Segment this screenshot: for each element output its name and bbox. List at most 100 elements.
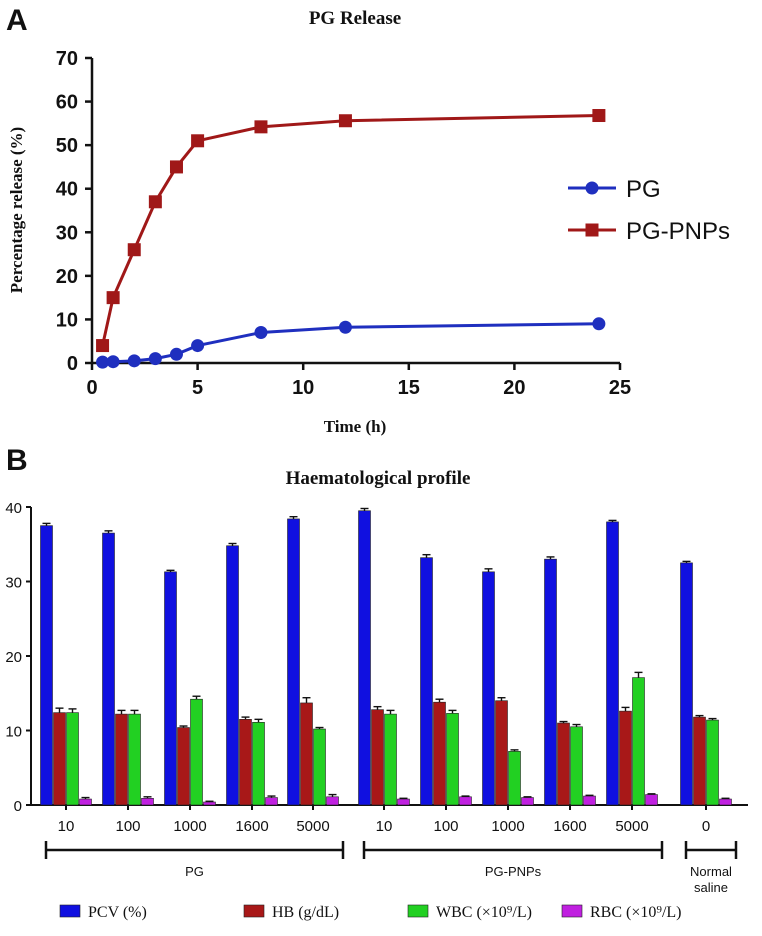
group-label: saline: [694, 880, 728, 895]
bar-rbc: [203, 801, 216, 806]
bar-group: [606, 519, 658, 806]
bar-pcv: [544, 558, 557, 806]
bar-group: [482, 568, 534, 806]
bar-group: [40, 522, 92, 806]
bar-pcv: [680, 562, 693, 806]
bar-rbc: [141, 797, 154, 806]
bar-pcv: [102, 532, 115, 806]
bar-wbc: [706, 719, 719, 806]
y-tick-label: 0: [14, 798, 22, 815]
y-tick-label: 10: [5, 724, 22, 741]
bar-wbc: [446, 713, 459, 806]
data-point: [106, 291, 120, 305]
y-tick-label: 40: [56, 179, 78, 201]
data-point: [191, 339, 205, 353]
bar-wbc: [570, 726, 583, 806]
legend-label: PCV (%): [88, 904, 147, 921]
bar-group: [358, 507, 410, 806]
x-tick-label: 5000: [615, 818, 648, 835]
bar-rbc: [583, 795, 596, 806]
legend-swatch: [243, 904, 265, 918]
bar-pcv: [420, 557, 433, 806]
x-axis-label: Time (h): [324, 417, 387, 436]
data-point: [169, 347, 183, 361]
legend-swatch: [407, 904, 429, 918]
bar-wbc: [508, 751, 521, 806]
x-tick-label: 10: [292, 377, 314, 399]
chart-title: PG Release: [309, 8, 401, 29]
legend-marker: [585, 181, 599, 195]
bar-hb: [371, 709, 384, 806]
legend-label: PG-PNPs: [626, 218, 730, 245]
bar-hb: [300, 702, 313, 806]
bar-hb: [693, 716, 706, 806]
y-tick-label: 50: [56, 135, 78, 157]
bars-layer: [40, 507, 732, 806]
x-tick-label: 1000: [491, 818, 524, 835]
y-tick-label: 30: [56, 222, 78, 244]
x-tick-label: 20: [503, 377, 525, 399]
legend-label: PG: [626, 176, 661, 203]
data-point: [96, 339, 110, 353]
data-point: [127, 243, 141, 257]
legend-marker: [585, 223, 599, 237]
data-point: [338, 114, 352, 128]
bar-rbc: [719, 798, 732, 806]
bar-group: [287, 515, 339, 806]
axes: 0 10 20 30 40 50 60 70 0 5 10 15 20 25: [56, 48, 631, 399]
data-point: [148, 195, 162, 209]
x-tick-label: 0: [86, 377, 97, 399]
bar-wbc: [252, 722, 265, 806]
x-tick-label: 1600: [235, 818, 268, 835]
legend-label: HB (g/dL): [272, 904, 339, 921]
panel-letter-a: A: [6, 4, 28, 37]
y-tick-label: 60: [56, 92, 78, 114]
legend-label: WBC (×10⁹/L): [436, 904, 532, 921]
bar-hb: [557, 722, 570, 806]
legend: PG PG-PNPs: [568, 176, 730, 245]
bar-pcv: [606, 521, 619, 806]
bar-hb: [495, 700, 508, 806]
series-pg: [96, 317, 606, 369]
data-point: [96, 355, 110, 369]
x-tick-label: 10: [58, 818, 75, 835]
bar-hb: [619, 710, 632, 806]
group-label: PG-PNPs: [485, 864, 542, 879]
x-tick-label: 1600: [553, 818, 586, 835]
y-tick-label: 40: [5, 500, 22, 517]
bar-hb: [53, 712, 66, 806]
legend-swatch: [59, 904, 81, 918]
bar-rbc: [79, 798, 92, 806]
x-tick-label: 5000: [296, 818, 329, 835]
panel-letter-b: B: [6, 444, 28, 477]
group-label: PG: [185, 864, 204, 879]
y-tick-label: 70: [56, 48, 78, 70]
bar-hb: [239, 719, 252, 806]
bar-pcv: [482, 571, 495, 806]
x-tick-label: 100: [115, 818, 140, 835]
bar-wbc: [190, 698, 203, 806]
bar-rbc: [265, 797, 278, 806]
y-tick-label: 30: [5, 575, 22, 592]
data-point: [106, 355, 120, 369]
group-label: Normal: [690, 864, 732, 879]
bar-wbc: [313, 728, 326, 806]
bar-group: [544, 556, 596, 806]
data-point: [148, 352, 162, 366]
x-tick-label: 15: [398, 377, 420, 399]
legend-swatch: [561, 904, 583, 918]
x-tick-label: 5: [192, 377, 203, 399]
data-point: [338, 320, 352, 334]
y-tick-label: 0: [67, 353, 78, 375]
y-tick-label: 20: [56, 266, 78, 288]
bar-group: [164, 569, 216, 806]
bar-group: [680, 560, 732, 806]
bar-pcv: [358, 510, 371, 806]
bar-rbc: [397, 798, 410, 806]
y-tick-label: 20: [5, 649, 22, 666]
data-point: [254, 120, 268, 134]
bar-hb: [177, 727, 190, 806]
